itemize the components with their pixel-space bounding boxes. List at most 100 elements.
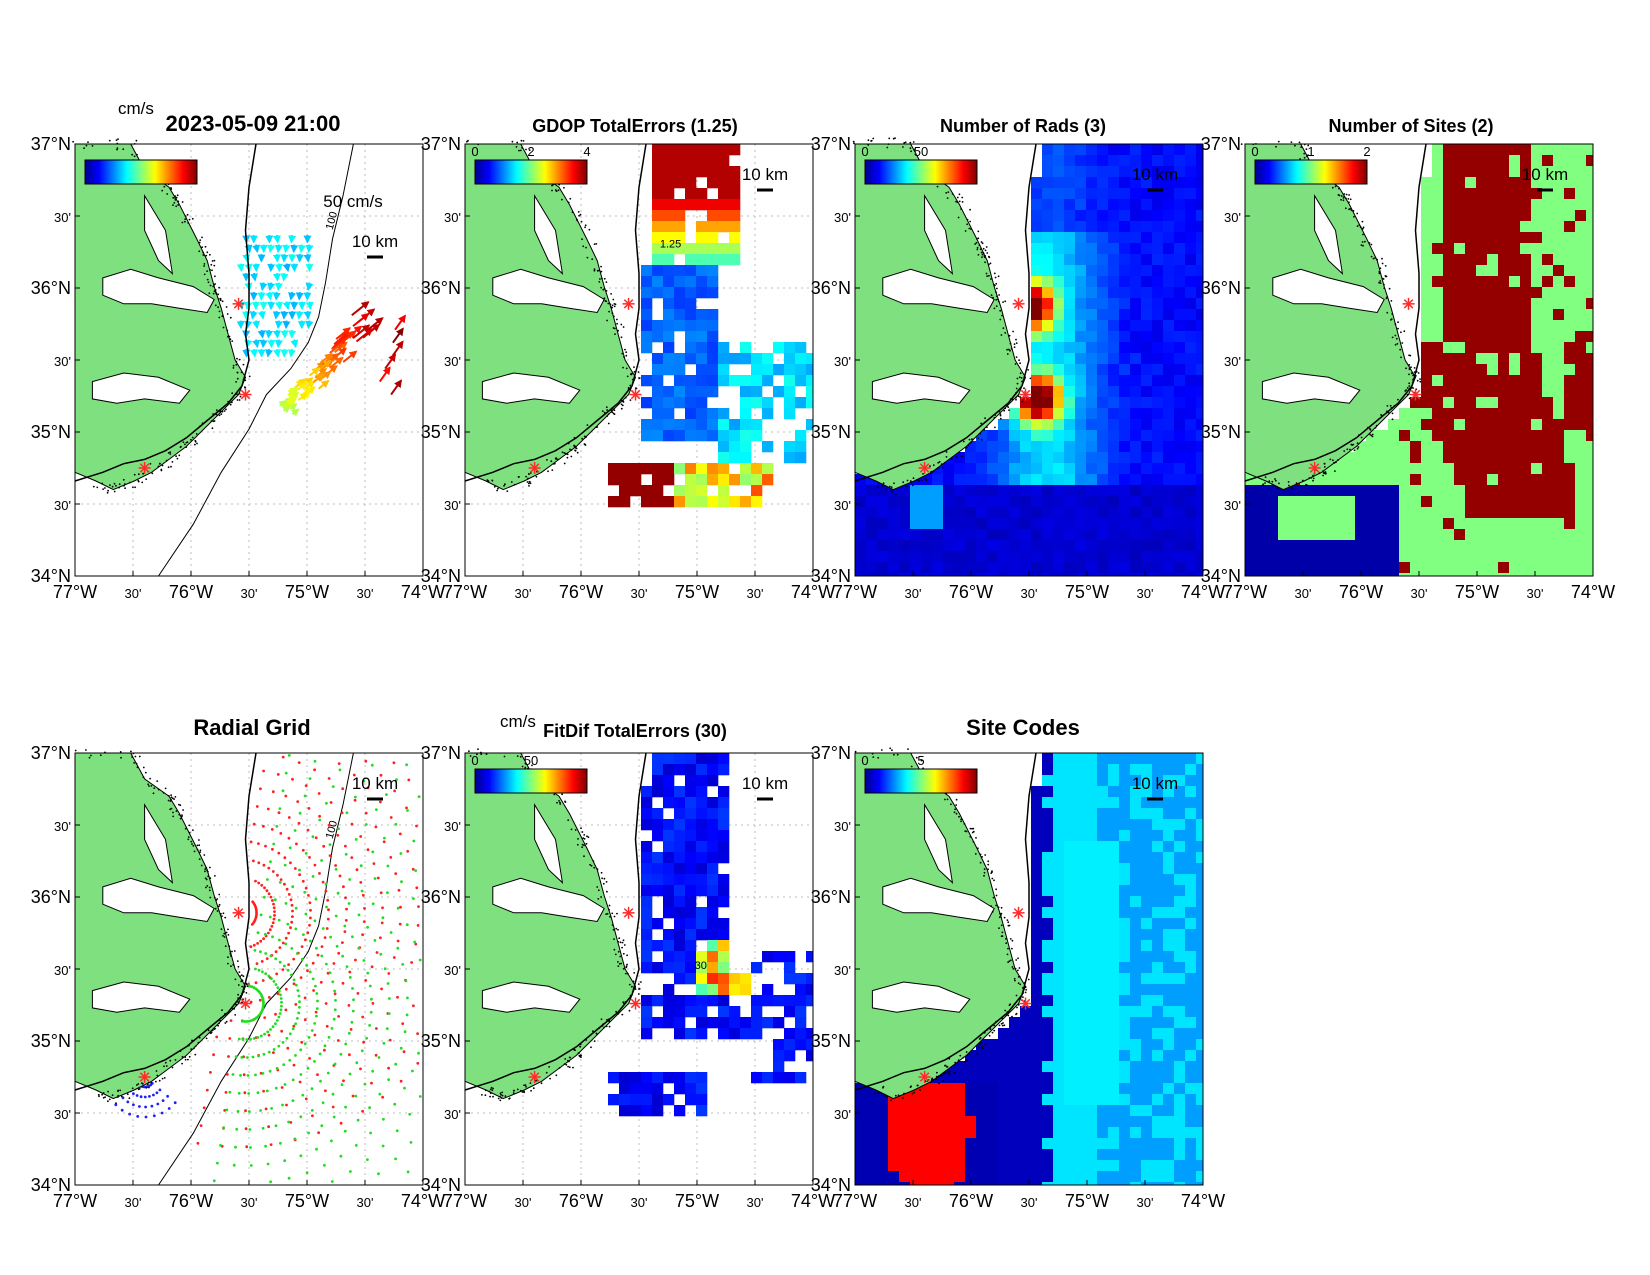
grid-cell xyxy=(1042,463,1054,475)
grid-cell xyxy=(1097,830,1109,842)
grid-cell xyxy=(1421,573,1433,577)
coast-dot xyxy=(608,1025,611,1028)
coast-dot xyxy=(163,185,166,188)
grid-cell xyxy=(707,819,719,831)
radial-grid-dot xyxy=(212,1053,216,1057)
coast-dot xyxy=(142,766,145,769)
grid-cell xyxy=(652,764,664,776)
coast-dot xyxy=(476,753,478,756)
grid-cell xyxy=(1108,819,1120,831)
coast-dot xyxy=(183,220,186,223)
coast-dot xyxy=(167,452,170,454)
coast-dot xyxy=(924,477,927,480)
grid-cell xyxy=(1053,408,1065,420)
grid-cell xyxy=(1064,353,1076,365)
grid-cell xyxy=(663,852,675,864)
grid-cell xyxy=(795,984,807,996)
grid-cell xyxy=(998,441,1010,453)
coast-dot xyxy=(882,482,885,485)
grid-cell xyxy=(1086,364,1098,376)
grid-cell xyxy=(707,287,719,299)
coast-dot xyxy=(561,451,564,454)
grid-cell xyxy=(1586,496,1594,508)
grid-cell xyxy=(1322,551,1334,563)
grid-cell xyxy=(685,430,697,442)
coast-dot xyxy=(218,903,221,906)
velocity-vector xyxy=(288,348,296,358)
grid-cell xyxy=(1119,885,1131,897)
radial-grid-dot xyxy=(350,1020,354,1024)
coast-dot xyxy=(213,264,216,267)
x-tick-label: 77°W xyxy=(53,1191,97,1211)
grid-cell xyxy=(932,529,944,541)
grid-cell xyxy=(954,518,966,530)
coast-dot xyxy=(1394,323,1397,325)
grid-cell xyxy=(674,353,686,365)
grid-cell xyxy=(707,243,719,255)
grid-cell xyxy=(663,331,675,343)
coast-dot xyxy=(946,197,949,200)
grid-cell xyxy=(1141,452,1153,464)
grid-cell xyxy=(1344,540,1356,552)
grid-cell xyxy=(1042,353,1054,365)
grid-cell xyxy=(1141,353,1153,365)
grid-cell xyxy=(1531,177,1543,189)
radial-grid-dot xyxy=(289,1121,293,1124)
radial-grid-dot xyxy=(293,867,297,870)
panel-title-sites: Number of Sites (2) xyxy=(1328,116,1493,136)
grid-cell xyxy=(1278,518,1290,530)
grid-cell xyxy=(1366,463,1378,475)
grid-cell xyxy=(1185,430,1197,442)
grid-cell xyxy=(1432,474,1444,486)
grid-cell xyxy=(641,918,653,930)
site-marker xyxy=(623,908,634,918)
grid-cell xyxy=(1141,830,1153,842)
coast-dot xyxy=(238,358,241,361)
grid-cell xyxy=(641,907,653,919)
grid-cell xyxy=(1531,496,1543,508)
grid-cell xyxy=(1476,551,1488,563)
grid-cell xyxy=(932,463,944,475)
grid-cell xyxy=(1031,397,1043,409)
grid-cell xyxy=(1586,408,1594,420)
coast-dot xyxy=(179,1050,182,1052)
grid-cell xyxy=(784,1050,796,1062)
velocity-vector xyxy=(329,341,344,354)
grid-cell xyxy=(1443,485,1455,497)
grid-cell xyxy=(751,962,763,974)
grid-cell xyxy=(1509,518,1521,530)
coast-dot xyxy=(164,787,167,790)
grid-cell xyxy=(1130,287,1142,299)
grid-cell xyxy=(1152,562,1164,574)
coast-dot xyxy=(632,980,635,983)
grid-cell xyxy=(663,819,675,831)
coast-dot xyxy=(1348,194,1350,196)
coast-dot xyxy=(612,408,614,410)
velocity-vector xyxy=(259,282,268,292)
coast-dot xyxy=(951,193,954,195)
grid-cell xyxy=(1520,232,1532,244)
grid-cell xyxy=(1542,309,1554,321)
grid-cell xyxy=(696,386,708,398)
grid-cell xyxy=(696,221,708,233)
y-tick-label: 30' xyxy=(54,1107,71,1122)
coast-dot xyxy=(611,411,614,414)
grid-cell xyxy=(1487,474,1499,486)
grid-cell xyxy=(751,364,763,376)
grid-cell xyxy=(608,496,620,508)
grid-cell xyxy=(1531,144,1543,156)
radial-grid-dot xyxy=(234,1055,238,1059)
grid-cell xyxy=(1564,507,1576,519)
grid-cell xyxy=(663,984,675,996)
grid-cell xyxy=(652,243,664,255)
grid-cell xyxy=(1185,155,1197,167)
radial-grid-dot xyxy=(396,939,400,943)
coast-dot xyxy=(111,485,114,488)
coast-dot xyxy=(492,1095,494,1098)
radial-grid-dot xyxy=(388,997,391,1000)
radial-grid-dot xyxy=(252,943,256,947)
grid-cell xyxy=(1586,474,1594,486)
grid-cell xyxy=(1141,852,1153,864)
grid-cell xyxy=(1377,551,1389,563)
grid-cell xyxy=(1531,309,1543,321)
